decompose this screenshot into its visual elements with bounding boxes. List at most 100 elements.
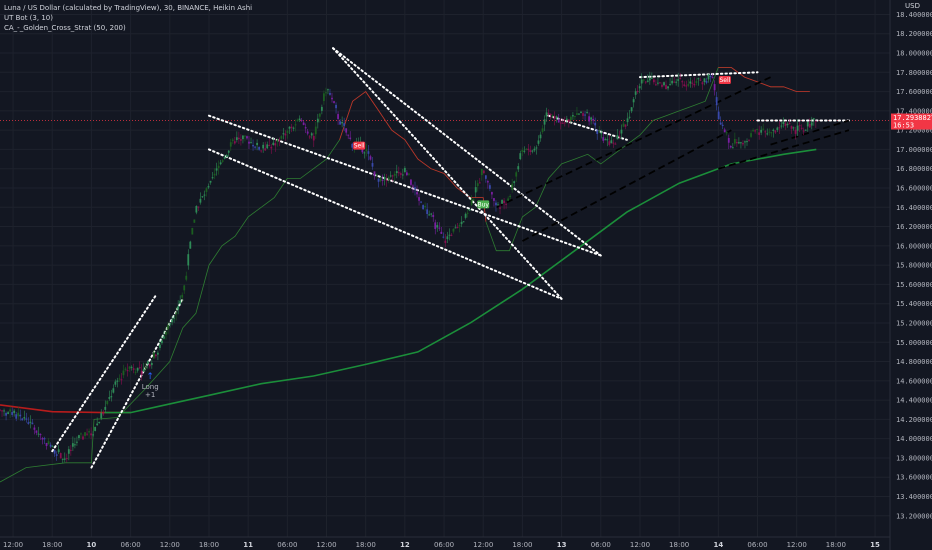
candle-body bbox=[580, 111, 582, 113]
candle-body bbox=[788, 123, 791, 125]
candle-body bbox=[535, 147, 538, 149]
candle-body bbox=[501, 199, 503, 204]
candle-body bbox=[114, 381, 117, 385]
price-axis[interactable]: 18.40000000 18.20000000 18.00000000 17.8000… bbox=[896, 11, 932, 520]
candle-body bbox=[13, 410, 16, 413]
candle-body bbox=[727, 138, 730, 143]
candle-body bbox=[665, 84, 667, 90]
candle-body bbox=[721, 124, 724, 126]
price-tick-label: 13.40000000 bbox=[896, 493, 932, 501]
candle-body bbox=[768, 131, 771, 133]
candle-body bbox=[812, 118, 815, 120]
candle-body bbox=[298, 118, 301, 121]
price-tick-label: 15.60000000 bbox=[896, 281, 932, 289]
candle-body bbox=[242, 135, 244, 140]
candle-body bbox=[199, 198, 202, 203]
candle-body bbox=[69, 449, 72, 451]
candle-body bbox=[689, 81, 692, 84]
candle-body bbox=[681, 81, 684, 83]
candle-body bbox=[136, 367, 139, 371]
candle-body bbox=[116, 380, 119, 382]
candle-body bbox=[626, 118, 629, 123]
candle-body bbox=[705, 81, 708, 83]
dotted-trend-line bbox=[638, 71, 759, 79]
candle-body bbox=[438, 227, 441, 229]
candle-body bbox=[424, 205, 427, 208]
candle-body bbox=[798, 125, 801, 127]
price-tick-label: 14.40000000 bbox=[896, 397, 932, 405]
candle-body bbox=[59, 453, 62, 459]
candle-body bbox=[43, 438, 46, 440]
candle-body bbox=[132, 368, 135, 370]
candle-body bbox=[701, 82, 704, 85]
candle-body bbox=[622, 123, 625, 127]
candle-body bbox=[331, 97, 333, 100]
candle-body bbox=[31, 422, 34, 425]
signal-label: Sell bbox=[354, 143, 365, 150]
candle-body bbox=[784, 123, 787, 127]
candle-body bbox=[808, 123, 811, 128]
candle-body bbox=[67, 449, 70, 454]
candle-body bbox=[628, 116, 631, 118]
candle-body bbox=[442, 236, 445, 238]
candle-body bbox=[482, 170, 485, 174]
candle-body bbox=[205, 188, 208, 192]
candle-body bbox=[187, 254, 190, 266]
candle-body bbox=[634, 91, 637, 95]
time-tick-label: 18:00 bbox=[669, 541, 689, 549]
candle-body bbox=[183, 285, 186, 291]
candle-body bbox=[484, 175, 487, 179]
candle-body bbox=[45, 443, 48, 447]
candle-body bbox=[695, 81, 698, 83]
candle-body bbox=[381, 179, 384, 181]
indicator-ut-bot[interactable]: UT Bot (3, 10) bbox=[4, 14, 53, 22]
candle-body bbox=[323, 93, 325, 102]
candle-body bbox=[740, 142, 742, 144]
candle-body bbox=[171, 319, 173, 323]
time-tick-label: 06:00 bbox=[747, 541, 767, 549]
indicator-golden-cross[interactable]: CA_-_Golden_Cross_Strat (50, 200) bbox=[4, 24, 126, 32]
candle-body bbox=[191, 227, 194, 235]
candle-body bbox=[110, 396, 113, 398]
candle-body bbox=[802, 130, 805, 132]
candle-body bbox=[316, 118, 319, 123]
candle-body bbox=[318, 113, 321, 117]
candle-body bbox=[185, 275, 188, 280]
candle-body bbox=[776, 127, 779, 130]
candle-body bbox=[466, 212, 469, 214]
candle-body bbox=[669, 84, 671, 86]
candle-body bbox=[406, 172, 408, 176]
candle-body bbox=[15, 414, 18, 419]
candle-body bbox=[557, 119, 560, 123]
candle-body bbox=[806, 121, 809, 127]
candle-body bbox=[458, 225, 461, 227]
candle-body bbox=[648, 78, 651, 81]
candle-body bbox=[638, 86, 641, 89]
price-tick-label: 13.80000000 bbox=[896, 454, 932, 462]
time-tick-label: 14 bbox=[713, 541, 723, 549]
candle-body bbox=[495, 202, 497, 206]
candle-body bbox=[511, 183, 514, 190]
candle-body bbox=[209, 180, 212, 183]
candle-body bbox=[1, 410, 3, 412]
time-axis[interactable]: 12:00 18:00 10 06:00 12:00 18:00 11 06:00 12:00 1… bbox=[3, 541, 880, 549]
candle-body bbox=[618, 136, 621, 138]
candle-body bbox=[707, 74, 710, 80]
candle-body bbox=[723, 129, 726, 133]
candle-body bbox=[744, 141, 746, 143]
candle-body bbox=[507, 198, 510, 201]
candle-body bbox=[262, 144, 265, 149]
candle-body bbox=[774, 130, 777, 133]
candle-body bbox=[55, 454, 58, 456]
candle-body bbox=[5, 413, 7, 416]
candle-body bbox=[248, 141, 250, 144]
candle-body bbox=[790, 126, 793, 129]
symbol-title[interactable]: Luna / US Dollar (calculated by TradingV… bbox=[4, 4, 253, 12]
candle-body bbox=[391, 175, 394, 177]
candle-body bbox=[539, 134, 542, 139]
candle-body bbox=[572, 115, 574, 117]
candle-body bbox=[472, 199, 475, 201]
time-tick-label: 12:00 bbox=[160, 541, 180, 549]
candle-body bbox=[159, 344, 161, 348]
